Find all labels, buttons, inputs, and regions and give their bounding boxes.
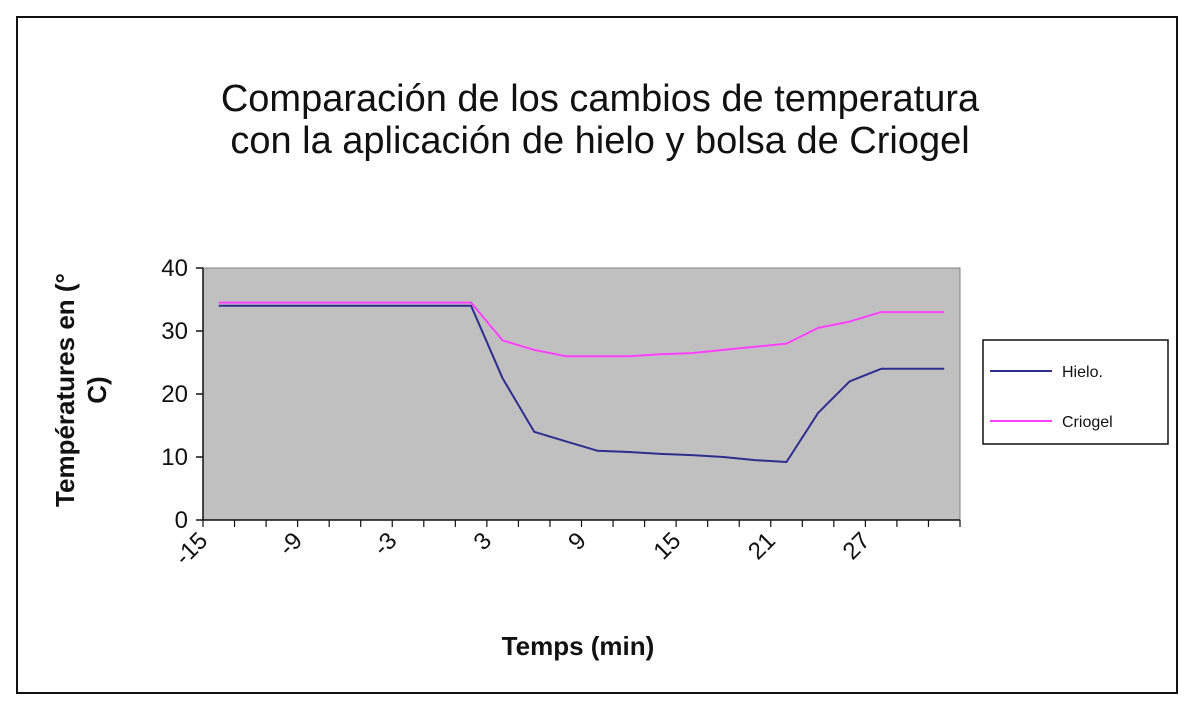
x-tick-label: 3 bbox=[469, 527, 498, 556]
chart-title: Comparación de los cambios de temperatur… bbox=[20, 78, 1180, 162]
plot-area bbox=[202, 267, 961, 521]
x-tick-label: 15 bbox=[648, 527, 686, 565]
y-axis-title-line-2: C) bbox=[82, 376, 112, 403]
y-axis-title-line-1: Températures en (° bbox=[50, 273, 80, 507]
x-axis-title: Temps (min) bbox=[502, 631, 655, 661]
series-line-hielo bbox=[218, 304, 945, 463]
x-tick-label: -9 bbox=[274, 527, 308, 561]
series-layer bbox=[218, 301, 945, 463]
y-tick-label: 20 bbox=[161, 381, 188, 408]
y-tick-label: 40 bbox=[161, 255, 188, 282]
x-tick-label: 21 bbox=[743, 527, 781, 565]
series-line-criogel bbox=[218, 301, 945, 358]
legend-label-hielo: Hielo. bbox=[1062, 364, 1103, 381]
legend: Hielo. Criogel bbox=[982, 339, 1169, 445]
x-axis: -15 -9 -3 3 9 15 21 27 bbox=[170, 519, 961, 571]
x-tick-label: 27 bbox=[838, 527, 876, 565]
legend-label-criogel: Criogel bbox=[1062, 414, 1113, 431]
y-tick-label: 0 bbox=[175, 507, 188, 534]
y-tick-label: 10 bbox=[161, 444, 188, 471]
chart-title-line-1: Comparación de los cambios de temperatur… bbox=[220, 78, 980, 120]
legend-box bbox=[982, 339, 1169, 445]
y-axis: 0 10 20 30 40 bbox=[161, 255, 204, 534]
y-axis-title: Températures en (° C) bbox=[50, 273, 112, 507]
x-tick-label: 9 bbox=[563, 527, 592, 556]
chart-title-line-2: con la aplicación de hielo y bolsa de Cr… bbox=[230, 120, 970, 162]
x-tick-label: -3 bbox=[368, 527, 402, 561]
y-tick-label: 30 bbox=[161, 318, 188, 345]
